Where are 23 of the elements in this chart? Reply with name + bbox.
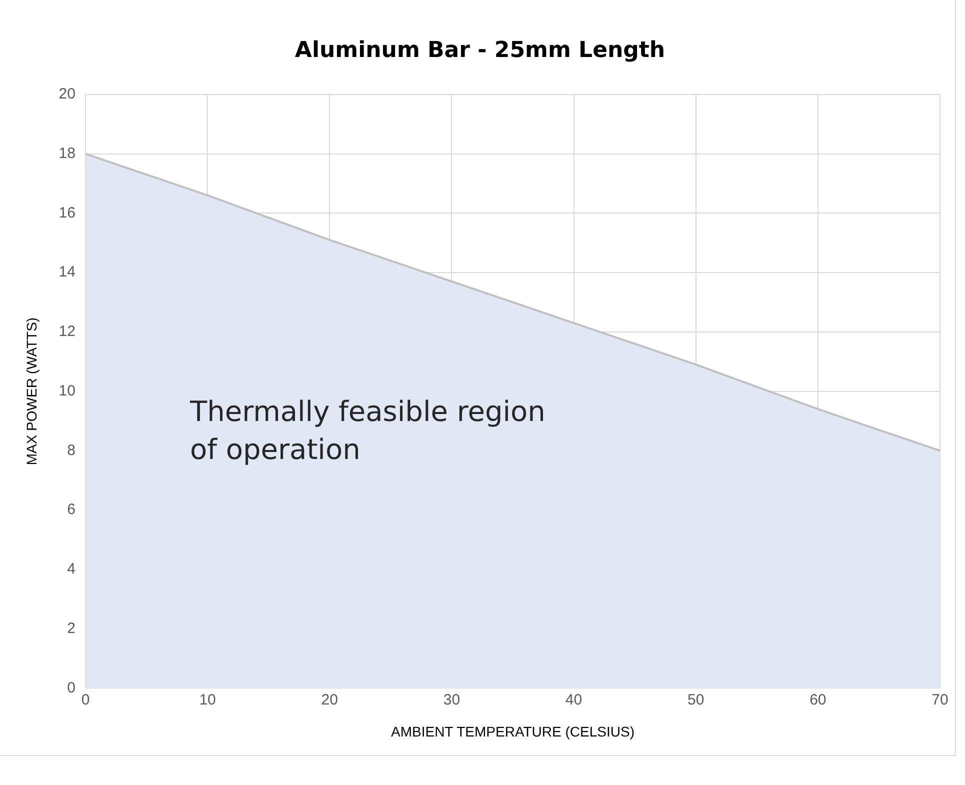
y-tick-label: 2 — [67, 620, 76, 637]
x-tick-label: 70 — [932, 691, 948, 708]
y-tick-label: 14 — [58, 264, 76, 281]
x-tick-label: 20 — [321, 691, 338, 708]
y-tick-label: 4 — [67, 560, 76, 578]
x-tick-label: 0 — [81, 691, 90, 708]
x-tick-label: 30 — [443, 691, 460, 708]
y-tick-label: 12 — [58, 323, 76, 340]
y-tick-label: 6 — [67, 501, 76, 518]
y-tick-label: 10 — [58, 382, 76, 400]
x-tick-label: 40 — [565, 691, 582, 708]
x-tick-label: 50 — [688, 691, 704, 708]
x-tick-label: 60 — [810, 691, 826, 708]
y-axis-title: MAX POWER (WATTS) — [23, 317, 40, 466]
y-tick-label: 8 — [67, 442, 76, 459]
x-axis-title: AMBIENT TEMPERATURE (CELSIUS) — [391, 723, 634, 740]
y-tick-label: 20 — [58, 86, 76, 103]
y-tick-label: 0 — [67, 679, 76, 696]
annotation: Thermally feasible region of operation — [190, 394, 546, 468]
y-tick-label: 18 — [58, 144, 76, 162]
chart-title: Aluminum Bar - 25mm Length — [294, 38, 666, 63]
x-tick-label: 10 — [199, 691, 216, 708]
y-tick-label: 16 — [58, 204, 76, 222]
